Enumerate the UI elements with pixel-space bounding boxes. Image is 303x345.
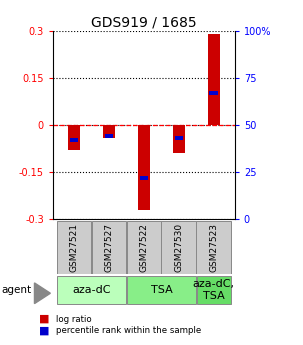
Bar: [197, 276, 231, 304]
Bar: [173, 125, 185, 153]
Bar: [57, 221, 92, 274]
Bar: [70, 138, 78, 142]
Text: GSM27523: GSM27523: [209, 223, 218, 272]
Text: ■: ■: [39, 326, 50, 335]
Bar: [138, 125, 150, 210]
Bar: [127, 276, 196, 304]
Text: TSA: TSA: [151, 285, 172, 295]
Bar: [140, 176, 148, 180]
Text: GSM27530: GSM27530: [175, 223, 183, 272]
Bar: [175, 136, 183, 140]
Text: ■: ■: [39, 314, 50, 324]
Bar: [196, 221, 231, 274]
Title: GDS919 / 1685: GDS919 / 1685: [91, 16, 197, 30]
Text: log ratio: log ratio: [56, 315, 92, 324]
Text: percentile rank within the sample: percentile rank within the sample: [56, 326, 201, 335]
Bar: [209, 91, 218, 95]
Bar: [161, 221, 196, 274]
Text: agent: agent: [2, 286, 32, 295]
Bar: [105, 135, 113, 138]
Text: aza-dC: aza-dC: [72, 285, 111, 295]
Bar: [208, 34, 220, 125]
Text: GSM27521: GSM27521: [69, 223, 78, 272]
Bar: [103, 125, 115, 138]
Bar: [92, 221, 126, 274]
Text: aza-dC,
TSA: aza-dC, TSA: [193, 279, 235, 301]
Bar: [57, 276, 126, 304]
Text: GSM27522: GSM27522: [139, 223, 148, 272]
Bar: [127, 221, 161, 274]
Bar: [68, 125, 80, 150]
Polygon shape: [35, 283, 50, 304]
Text: GSM27527: GSM27527: [105, 223, 113, 272]
